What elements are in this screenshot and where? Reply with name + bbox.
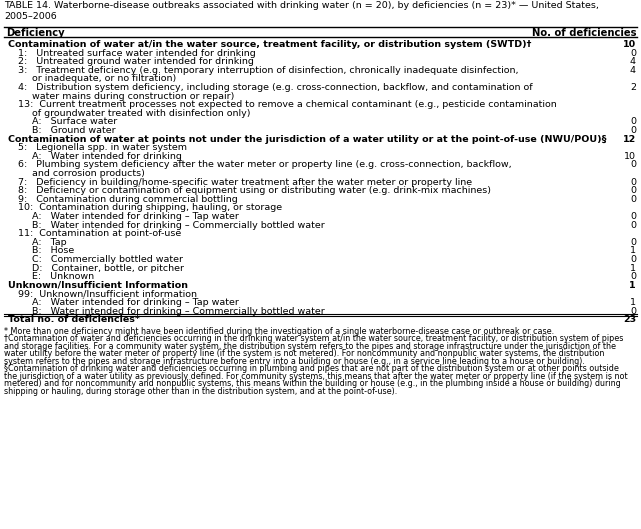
Text: C:   Commercially bottled water: C: Commercially bottled water xyxy=(32,255,183,264)
Text: 4: 4 xyxy=(630,66,636,75)
Text: 0: 0 xyxy=(630,117,636,126)
Text: Unknown/Insufficient Information: Unknown/Insufficient Information xyxy=(8,281,188,290)
Text: B:   Hose: B: Hose xyxy=(32,247,74,256)
Text: 5:   Legionella spp. in water system: 5: Legionella spp. in water system xyxy=(18,143,187,152)
Text: 0: 0 xyxy=(630,255,636,264)
Text: 12: 12 xyxy=(623,134,636,143)
Text: A:   Water intended for drinking – Tap water: A: Water intended for drinking – Tap wat… xyxy=(32,212,239,221)
Text: 10: 10 xyxy=(624,152,636,161)
Text: the jurisdiction of a water utility as previously defined. For community systems: the jurisdiction of a water utility as p… xyxy=(4,372,628,381)
Text: 9:   Contamination during commercial bottling: 9: Contamination during commercial bottl… xyxy=(18,195,238,204)
Text: * More than one deficiency might have been identified during the investigation o: * More than one deficiency might have be… xyxy=(4,327,554,336)
Text: 6:   Plumbing system deficiency after the water meter or property line (e.g. cro: 6: Plumbing system deficiency after the … xyxy=(18,160,512,169)
Text: No. of deficiencies: No. of deficiencies xyxy=(531,29,636,39)
Text: or inadequate, or no filtration): or inadequate, or no filtration) xyxy=(32,75,176,84)
Text: 0: 0 xyxy=(630,307,636,316)
Text: Contamination of water at points not under the jurisdiction of a water utility o: Contamination of water at points not und… xyxy=(8,134,606,143)
Text: of groundwater treated with disinfection only): of groundwater treated with disinfection… xyxy=(32,109,251,118)
Text: A:   Tap: A: Tap xyxy=(32,238,67,247)
Text: 0: 0 xyxy=(630,160,636,169)
Text: 10:  Contamination during shipping, hauling, or storage: 10: Contamination during shipping, hauli… xyxy=(18,203,282,213)
Text: A:   Surface water: A: Surface water xyxy=(32,117,117,126)
Text: 99:  Unknown/Insufficient information: 99: Unknown/Insufficient information xyxy=(18,289,197,298)
Text: 2: 2 xyxy=(630,83,636,92)
Text: B:   Ground water: B: Ground water xyxy=(32,126,115,135)
Text: 3:   Treatment deficiency (e.g. temporary interruption of disinfection, chronica: 3: Treatment deficiency (e.g. temporary … xyxy=(18,66,519,75)
Text: 0: 0 xyxy=(630,238,636,247)
Text: 10: 10 xyxy=(623,40,636,49)
Text: 1: 1 xyxy=(630,247,636,256)
Text: 0: 0 xyxy=(630,178,636,187)
Text: 23: 23 xyxy=(623,315,636,324)
Text: 0: 0 xyxy=(630,221,636,230)
Text: and corrosion products): and corrosion products) xyxy=(32,169,145,178)
Text: 0: 0 xyxy=(630,195,636,204)
Text: E:   Unknown: E: Unknown xyxy=(32,272,94,281)
Text: 0: 0 xyxy=(630,49,636,58)
Text: 2:   Untreated ground water intended for drinking: 2: Untreated ground water intended for d… xyxy=(18,57,254,66)
Text: metered) and for noncommunity and nonpublic systems, this means within the build: metered) and for noncommunity and nonpub… xyxy=(4,379,620,388)
Text: †Contamination of water and deficiencies occurring in the drinking water system : †Contamination of water and deficiencies… xyxy=(4,334,624,343)
Text: 1: 1 xyxy=(630,298,636,307)
Text: 4:   Distribution system deficiency, including storage (e.g. cross-connection, b: 4: Distribution system deficiency, inclu… xyxy=(18,83,533,92)
Text: A:   Water intended for drinking – Tap water: A: Water intended for drinking – Tap wat… xyxy=(32,298,239,307)
Text: §Contamination of drinking water and deficiencies occurring in plumbing and pipe: §Contamination of drinking water and def… xyxy=(4,364,619,373)
Text: 0: 0 xyxy=(630,212,636,221)
Text: 8:   Deficiency or contamination of equipment using or distributing water (e.g. : 8: Deficiency or contamination of equipm… xyxy=(18,186,491,195)
Text: A:   Water intended for drinking: A: Water intended for drinking xyxy=(32,152,182,161)
Text: Total no. of deficiencies*: Total no. of deficiencies* xyxy=(8,315,140,324)
Text: TABLE 14. Waterborne-disease outbreaks associated with drinking water (n = 20), : TABLE 14. Waterborne-disease outbreaks a… xyxy=(4,1,599,21)
Text: and storage facilities. For a community water system, the distribution system re: and storage facilities. For a community … xyxy=(4,342,616,351)
Text: Contamination of water at/in the water source, treatment facility, or distributi: Contamination of water at/in the water s… xyxy=(8,40,531,49)
Text: 1: 1 xyxy=(630,263,636,272)
Text: 0: 0 xyxy=(630,272,636,281)
Text: 4: 4 xyxy=(630,57,636,66)
Text: D:   Container, bottle, or pitcher: D: Container, bottle, or pitcher xyxy=(32,263,184,272)
Text: 0: 0 xyxy=(630,186,636,195)
Text: 13:  Current treatment processes not expected to remove a chemical contaminant (: 13: Current treatment processes not expe… xyxy=(18,100,557,109)
Text: shipping or hauling, during storage other than in the distribution system, and a: shipping or hauling, during storage othe… xyxy=(4,387,397,396)
Text: 11:  Contamination at point-of-use: 11: Contamination at point-of-use xyxy=(18,229,181,238)
Text: 1:   Untreated surface water intended for drinking: 1: Untreated surface water intended for … xyxy=(18,49,256,58)
Text: system refers to the pipes and storage infrastructure before entry into a buildi: system refers to the pipes and storage i… xyxy=(4,357,585,366)
Text: water mains during construction or repair): water mains during construction or repai… xyxy=(32,92,235,101)
Text: 0: 0 xyxy=(630,126,636,135)
Text: water utility before the water meter or property line (if the system is not mete: water utility before the water meter or … xyxy=(4,349,604,358)
Text: B:   Water intended for drinking – Commercially bottled water: B: Water intended for drinking – Commerc… xyxy=(32,221,325,230)
Text: B:   Water intended for drinking – Commercially bottled water: B: Water intended for drinking – Commerc… xyxy=(32,307,325,316)
Text: Deficiency: Deficiency xyxy=(6,29,65,39)
Text: 1: 1 xyxy=(629,281,636,290)
Text: 7:   Deficiency in building/home-specific water treatment after the water meter : 7: Deficiency in building/home-specific … xyxy=(18,178,472,187)
